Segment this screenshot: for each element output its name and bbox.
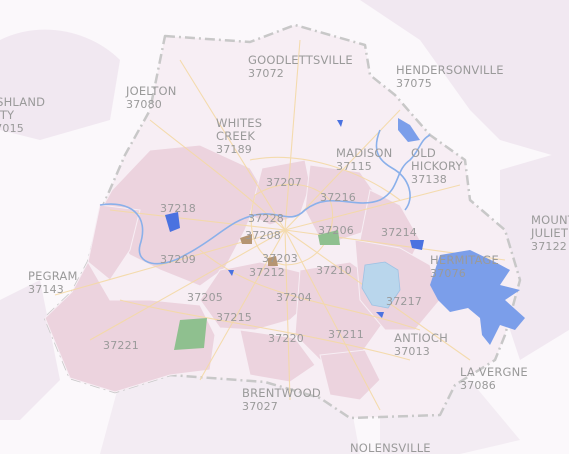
place-label: NOLENSVILLE xyxy=(350,442,431,454)
place-name: JOELTON xyxy=(126,84,177,98)
lake xyxy=(376,312,384,318)
place-label: GOODLETTSVILLE 37072 xyxy=(248,53,353,81)
park xyxy=(268,256,278,266)
lake xyxy=(398,118,420,142)
lake xyxy=(165,212,180,232)
zip-label: 37209 xyxy=(160,253,196,266)
lake xyxy=(430,250,525,345)
place-label: HENDERSONVILLE 37075 xyxy=(396,63,504,91)
lake xyxy=(228,270,234,276)
place-zip: 37075 xyxy=(396,77,432,90)
zip-label: 37212 xyxy=(249,266,285,279)
place-zip: 37143 xyxy=(28,283,64,296)
place-label: OLD HICKORY 37138 xyxy=(411,146,463,187)
water-bodies xyxy=(165,118,525,345)
place-zip: 37086 xyxy=(460,379,496,392)
place-zip: 37138 xyxy=(411,173,447,186)
zip-label: 37207 xyxy=(266,176,302,189)
place-label: ASHLAND CITY37015 xyxy=(0,95,46,136)
park xyxy=(318,230,340,245)
place-zip: 37027 xyxy=(242,400,278,413)
zip-label: 37208 xyxy=(245,229,281,242)
place-label: JOELTON 37080 xyxy=(126,84,177,112)
place-zip: 37015 xyxy=(0,122,24,135)
place-name: BRENTWOOD xyxy=(242,386,321,400)
zip-label: 37203 xyxy=(262,252,298,265)
place-name: HENDERSONVILLE xyxy=(396,63,504,77)
zip-label: 37216 xyxy=(320,191,356,204)
place-name: LA VERGNE xyxy=(460,365,528,379)
place-label: ANTIOCH 37013 xyxy=(394,331,449,359)
zip-label: 37218 xyxy=(160,202,196,215)
place-name: NOLENSVILLE xyxy=(350,441,431,454)
place-name: HERMITAGE xyxy=(430,253,499,267)
zip-label: 37220 xyxy=(268,332,304,345)
parks xyxy=(174,230,340,350)
zip-label: 37206 xyxy=(318,224,354,237)
place-name: WHITES CREEK xyxy=(216,116,263,143)
lake xyxy=(410,240,424,250)
place-label: PEGRAM 37143 xyxy=(28,269,78,297)
zip-label: 37221 xyxy=(103,339,139,352)
place-zip: 37115 xyxy=(336,160,372,173)
zip-label: 37205 xyxy=(187,291,223,304)
zip-label: 37228 xyxy=(248,212,284,225)
zip-label: 37215 xyxy=(216,311,252,324)
river xyxy=(99,129,431,265)
place-zip: 37080 xyxy=(126,98,162,111)
place-label: HERMITAGE 37076 xyxy=(430,253,499,281)
place-name: GOODLETTSVILLE xyxy=(248,53,353,67)
place-name: ASHLAND CITY xyxy=(0,95,46,122)
zip-label: 37211 xyxy=(328,328,364,341)
zip-regions[interactable] xyxy=(44,144,441,401)
zip-label: 37214 xyxy=(381,226,417,239)
place-name: ANTIOCH xyxy=(394,331,449,345)
place-name: OLD HICKORY xyxy=(411,146,463,173)
place-zip: 37013 xyxy=(394,345,430,358)
place-name: MOUNT JULIET xyxy=(531,213,569,240)
place-zip: 37189 xyxy=(216,143,252,156)
place-label: WHITES CREEK 37189 xyxy=(216,116,263,157)
lake xyxy=(337,120,343,127)
place-label: BRENTWOOD 37027 xyxy=(242,386,321,414)
park xyxy=(174,318,207,350)
place-name: PEGRAM xyxy=(28,269,78,283)
place-zip: 37076 xyxy=(430,267,466,280)
place-zip: 37072 xyxy=(248,67,284,80)
lake xyxy=(361,261,401,309)
place-zip: 37122 xyxy=(531,240,567,253)
zip-label: 37204 xyxy=(276,291,312,304)
place-name: MADISON xyxy=(336,146,393,160)
zip-label: 37217 xyxy=(386,295,422,308)
place-label: MADISON 37115 xyxy=(336,146,393,174)
place-label: LA VERGNE 37086 xyxy=(460,365,528,393)
park xyxy=(240,234,252,244)
zip-label: 37210 xyxy=(316,264,352,277)
